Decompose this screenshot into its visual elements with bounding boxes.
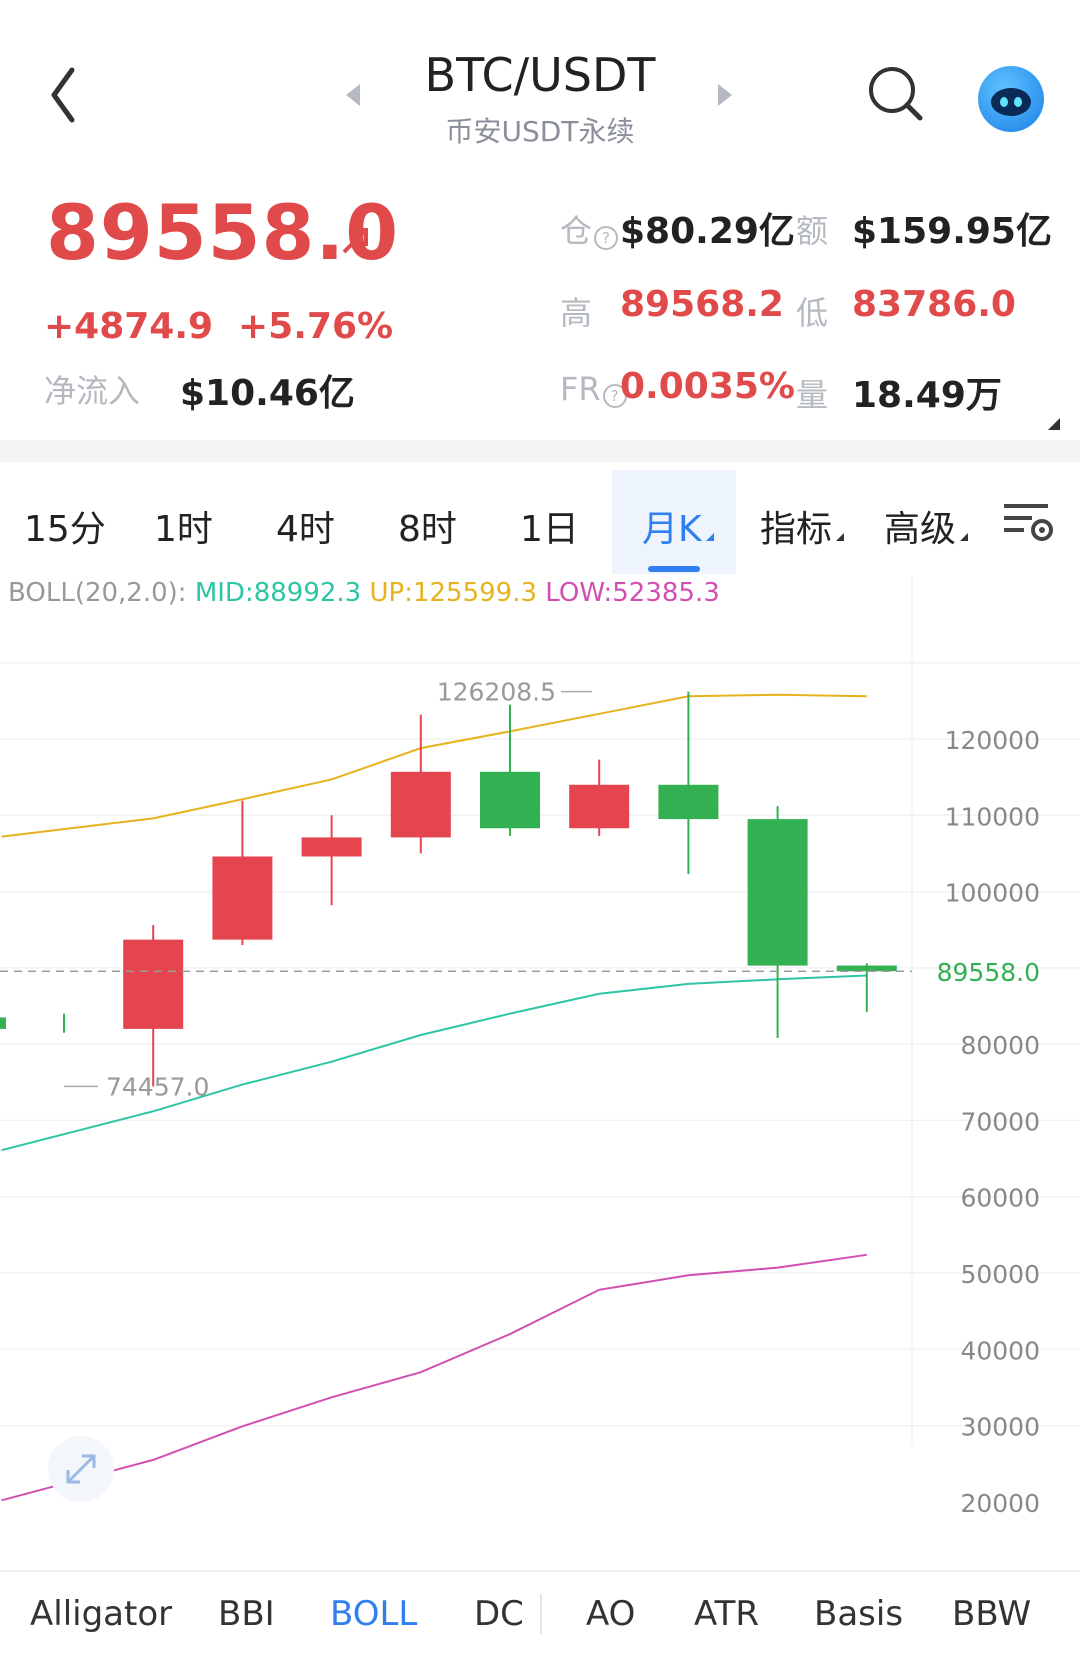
tab-active-underline <box>648 566 700 572</box>
y-tick-label: 80000 <box>960 1031 1040 1060</box>
indicator-alligator[interactable]: Alligator <box>30 1594 173 1634</box>
dropdown-caret-icon <box>836 533 845 541</box>
tab-1d[interactable]: 1日 <box>520 509 579 550</box>
robot-icon <box>991 88 1031 116</box>
y-tick-label: 40000 <box>960 1336 1040 1365</box>
tab-advanced[interactable]: 高级 <box>884 500 969 552</box>
indicator-separator <box>540 1594 542 1634</box>
volume-label: 量 <box>796 376 829 414</box>
prev-pair-button[interactable] <box>344 82 362 112</box>
pair-subtitle: 币安USDT永续 <box>445 115 635 148</box>
tab-8h[interactable]: 8时 <box>398 509 457 550</box>
net-inflow-value: $10.46亿 <box>180 373 355 414</box>
low-value: 83786.0 <box>852 284 1016 325</box>
y-tick-label: 60000 <box>960 1184 1040 1213</box>
chevron-left-icon <box>51 67 75 123</box>
candle-body <box>569 784 630 829</box>
tab-month-k[interactable]: 月K <box>642 500 714 552</box>
y-tick-label: 120000 <box>945 726 1040 755</box>
boll-up-line <box>1 693 867 838</box>
indicator-bar-divider <box>0 1570 1080 1572</box>
candle-body <box>0 1017 6 1029</box>
turnover-value: $159.95亿 <box>852 211 1052 252</box>
indicator-atr[interactable]: ATR <box>694 1594 760 1634</box>
expand-arrows-icon <box>66 1454 96 1484</box>
high-value: 89568.2 <box>620 284 784 325</box>
boll-prefix: BOLL(20,2.0): <box>8 578 195 608</box>
boll-mid: MID:88992.3 <box>194 578 362 608</box>
max-price-label: 126208.5 <box>437 678 556 707</box>
last-price: 89558.0 <box>46 188 400 277</box>
y-tick-label: 110000 <box>945 802 1040 831</box>
low-label: 低 <box>796 294 829 332</box>
boll-legend[interactable]: BOLL(20,2.0): MID:88992.3 UP:125599.3 LO… <box>8 578 720 608</box>
boll-low: LOW:52385.3 <box>545 578 720 608</box>
y-tick-label: 100000 <box>945 879 1040 908</box>
candle-body <box>658 784 719 820</box>
tab-indicators-label: 指标 <box>760 509 833 550</box>
pair-title[interactable]: BTC/USDT <box>424 48 656 102</box>
tab-15m[interactable]: 15分 <box>24 509 106 550</box>
candle-body <box>480 771 540 829</box>
min-price-label: 74457.0 <box>106 1072 209 1101</box>
candle-body <box>301 837 362 857</box>
indicator-dc[interactable]: DC <box>474 1594 524 1634</box>
boll-low-line <box>1 1253 867 1502</box>
y-tick-label: 20000 <box>960 1489 1040 1518</box>
tab-active-highlight <box>612 470 736 574</box>
section-divider <box>0 440 1080 462</box>
indicator-boll[interactable]: BOLL <box>330 1594 418 1634</box>
kline-chart[interactable]: 120000 110000 100000 80000 70000 60000 50000 40… <box>0 575 1080 1535</box>
search-button[interactable] <box>866 64 926 124</box>
tab-month-k-label: 月K <box>642 509 702 550</box>
turnover-label: 额 <box>796 212 829 250</box>
indicator-bbw[interactable]: BBW <box>952 1594 1032 1634</box>
expand-corner-icon[interactable] <box>1048 418 1060 430</box>
candle-body <box>836 965 897 972</box>
tab-1h[interactable]: 1时 <box>154 509 213 550</box>
next-pair-button[interactable] <box>716 82 734 112</box>
funding-rate-value: 0.0035% <box>620 366 795 407</box>
info-icon[interactable]: ? <box>602 383 627 408</box>
open-interest-value: $80.29亿 <box>620 211 795 252</box>
y-tick-label: 50000 <box>960 1260 1040 1289</box>
avatar[interactable] <box>978 66 1044 132</box>
back-button[interactable] <box>40 60 100 130</box>
expand-chart-button[interactable] <box>48 1436 114 1502</box>
open-interest[interactable]: 仓? <box>560 206 619 252</box>
search-icon <box>869 67 923 121</box>
funding-rate[interactable]: FR? <box>560 370 627 408</box>
indicator-bbi[interactable]: BBI <box>218 1594 275 1634</box>
current-price-label: 89558.0 <box>937 958 1040 987</box>
boll-up: UP:125599.3 <box>369 578 538 608</box>
open-interest-label: 仓 <box>560 212 593 250</box>
candle-body <box>212 856 273 940</box>
funding-rate-label: FR <box>560 370 601 408</box>
dropdown-caret-icon <box>705 533 714 541</box>
net-inflow-label: 净流入 <box>44 372 141 410</box>
boll-mid-line <box>1 974 867 1152</box>
caret-left-icon <box>346 84 360 106</box>
dropdown-caret-icon <box>960 533 969 541</box>
tab-indicators[interactable]: 指标 <box>760 500 845 552</box>
candle-body <box>747 819 808 966</box>
arrow-up-right-icon <box>340 226 370 260</box>
high-label: 高 <box>560 294 593 332</box>
info-icon[interactable]: ? <box>594 225 619 250</box>
tab-advanced-label: 高级 <box>884 509 957 550</box>
tab-4h[interactable]: 4时 <box>276 509 335 550</box>
volume-value: 18.49万 <box>852 375 1002 416</box>
y-tick-label: 70000 <box>960 1107 1040 1136</box>
candle-body <box>123 939 184 1029</box>
indicator-ao[interactable]: AO <box>586 1594 636 1634</box>
chart-settings-button[interactable] <box>1002 500 1056 548</box>
indicator-basis[interactable]: Basis <box>814 1594 904 1634</box>
caret-right-icon <box>718 84 732 106</box>
price-change-percent: +5.76% <box>238 306 394 347</box>
price-change: +4874.9 <box>44 306 214 347</box>
candle-body <box>390 771 451 838</box>
y-tick-label: 30000 <box>960 1413 1040 1442</box>
list-settings-icon <box>1004 504 1053 541</box>
